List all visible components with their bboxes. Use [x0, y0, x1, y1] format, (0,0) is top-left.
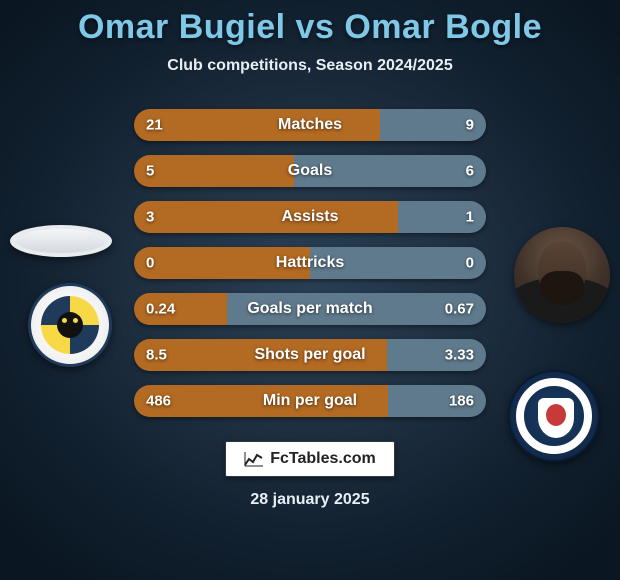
- stat-row: Goals 5 6: [134, 155, 486, 187]
- stat-value-right: 6: [466, 163, 474, 180]
- stat-label: Shots per goal: [254, 346, 365, 364]
- stat-value-right: 0.67: [445, 301, 474, 318]
- bar-left-fill: [134, 201, 398, 233]
- player-right-crest: [508, 370, 600, 462]
- stat-row: Matches 21 9: [134, 109, 486, 141]
- brand-badge: FcTables.com: [225, 441, 395, 477]
- stat-label: Goals per match: [247, 300, 372, 318]
- stat-row: Shots per goal 8.5 3.33: [134, 339, 486, 371]
- stats-area: Matches 21 9 Goals 5 6 Assists 3 1 Hattricks 0 0 Goa…: [0, 105, 620, 580]
- stat-label: Matches: [278, 116, 342, 134]
- stat-label: Hattricks: [276, 254, 344, 272]
- player-right-avatar: [514, 227, 610, 323]
- stat-value-right: 9: [466, 117, 474, 134]
- brand-text: FcTables.com: [270, 450, 376, 468]
- stat-value-left: 21: [146, 117, 163, 134]
- stat-label: Min per goal: [263, 392, 357, 410]
- stat-row: Min per goal 486 186: [134, 385, 486, 417]
- stat-row: Hattricks 0 0: [134, 247, 486, 279]
- brand-icon: [244, 451, 264, 467]
- stat-value-right: 0: [466, 255, 474, 272]
- stat-row: Assists 3 1: [134, 201, 486, 233]
- player-left-crest: [28, 283, 112, 367]
- stat-label: Goals: [288, 162, 332, 180]
- stat-value-left: 0: [146, 255, 154, 272]
- stat-value-left: 8.5: [146, 347, 167, 364]
- date-text: 28 january 2025: [250, 491, 369, 509]
- stat-value-left: 3: [146, 209, 154, 226]
- stat-value-right: 1: [466, 209, 474, 226]
- stat-value-left: 0.24: [146, 301, 175, 318]
- stat-label: Assists: [282, 208, 339, 226]
- bar-left-fill: [134, 109, 380, 141]
- player-left-avatar: [10, 225, 112, 257]
- stat-value-right: 3.33: [445, 347, 474, 364]
- stat-row: Goals per match 0.24 0.67: [134, 293, 486, 325]
- page-title: Omar Bugiel vs Omar Bogle: [78, 8, 542, 47]
- stat-value-left: 486: [146, 393, 171, 410]
- bar-left-fill: [134, 155, 294, 187]
- stat-value-left: 5: [146, 163, 154, 180]
- subtitle: Club competitions, Season 2024/2025: [167, 57, 452, 75]
- stat-value-right: 186: [449, 393, 474, 410]
